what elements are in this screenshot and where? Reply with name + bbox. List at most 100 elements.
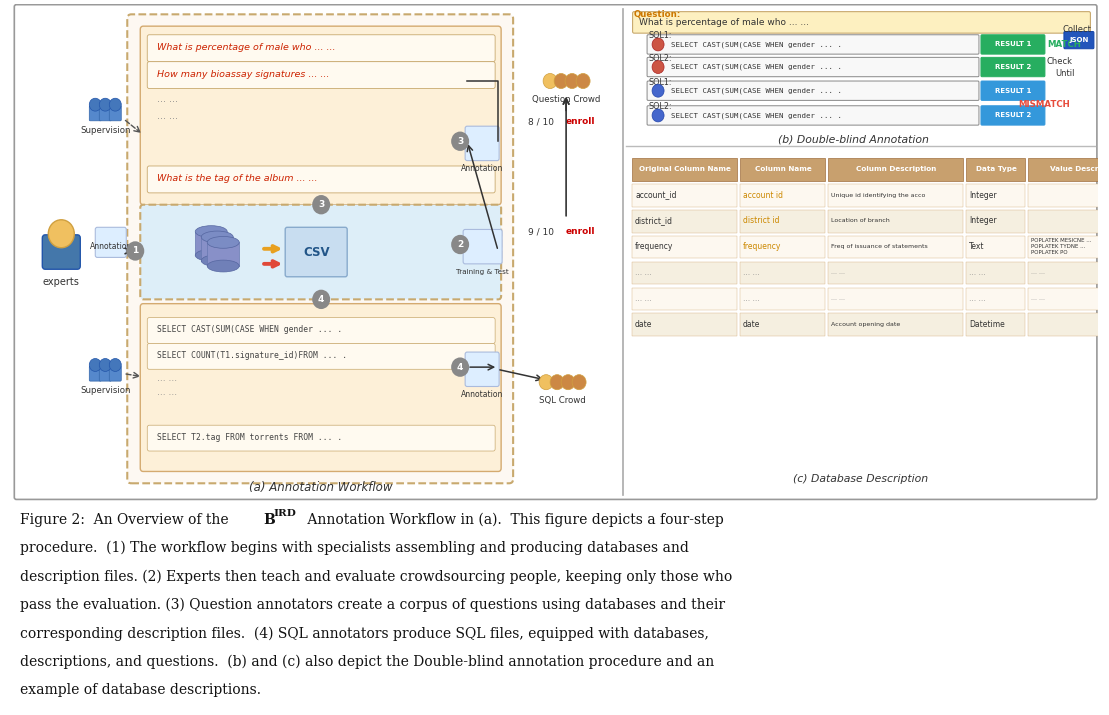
Text: JSON: JSON — [1069, 37, 1089, 43]
Text: 9 / 10: 9 / 10 — [528, 227, 554, 236]
Text: description files. (2) Experts then teach and evaluate crowdsourcing people, kee: description files. (2) Experts then teac… — [20, 569, 732, 584]
FancyBboxPatch shape — [140, 204, 501, 300]
Text: ... ...: ... ... — [1031, 270, 1045, 275]
FancyBboxPatch shape — [110, 106, 121, 121]
Text: date: date — [635, 320, 652, 329]
Circle shape — [550, 375, 564, 390]
Text: Training & Test: Training & Test — [456, 270, 509, 275]
Text: frequency: frequency — [635, 242, 673, 251]
FancyBboxPatch shape — [981, 35, 1045, 54]
Text: SELECT CAST(SUM(CASE WHEN gender ... .: SELECT CAST(SUM(CASE WHEN gender ... . — [671, 112, 842, 119]
FancyBboxPatch shape — [140, 26, 501, 204]
FancyBboxPatch shape — [966, 184, 1025, 207]
Text: What is the tag of the album ... ...: What is the tag of the album ... ... — [157, 174, 318, 183]
FancyBboxPatch shape — [740, 313, 825, 336]
Text: account_id: account_id — [635, 190, 676, 199]
Text: SQL1:: SQL1: — [648, 31, 672, 40]
Text: ... ...: ... ... — [969, 294, 986, 302]
Circle shape — [652, 61, 664, 74]
Text: RESULT 2: RESULT 2 — [995, 112, 1031, 119]
FancyBboxPatch shape — [465, 352, 499, 387]
Text: Question Crowd: Question Crowd — [532, 95, 600, 104]
Text: ... ...: ... ... — [157, 95, 179, 104]
Ellipse shape — [207, 237, 240, 248]
Text: SELECT T2.tag FROM torrents FROM ... .: SELECT T2.tag FROM torrents FROM ... . — [157, 433, 343, 442]
Text: 4: 4 — [318, 295, 325, 304]
FancyBboxPatch shape — [647, 57, 979, 77]
Text: RESULT 2: RESULT 2 — [995, 64, 1031, 70]
Text: frequency: frequency — [743, 242, 782, 251]
Text: Integer: Integer — [969, 217, 997, 225]
FancyBboxPatch shape — [647, 81, 979, 100]
FancyBboxPatch shape — [147, 166, 495, 193]
FancyBboxPatch shape — [966, 313, 1025, 336]
Circle shape — [100, 98, 111, 111]
Text: (a) Annotation Workflow: (a) Annotation Workflow — [250, 481, 393, 494]
Text: procedure.  (1) The workflow begins with specialists assembling and producing da: procedure. (1) The workflow begins with … — [20, 541, 689, 556]
FancyBboxPatch shape — [632, 262, 737, 285]
Text: B: B — [264, 513, 275, 526]
Circle shape — [110, 358, 121, 371]
Text: 3: 3 — [318, 200, 324, 209]
Text: SELECT COUNT(T1.signature_id)FROM ... .: SELECT COUNT(T1.signature_id)FROM ... . — [157, 351, 347, 360]
Text: 3: 3 — [457, 137, 464, 146]
Text: Column Name: Column Name — [754, 166, 812, 172]
Circle shape — [566, 74, 579, 89]
FancyBboxPatch shape — [828, 262, 963, 285]
Text: enroll: enroll — [566, 227, 596, 236]
FancyBboxPatch shape — [1028, 184, 1109, 207]
FancyBboxPatch shape — [632, 236, 737, 259]
Text: pass the evaluation. (3) Question annotators create a corpus of questions using : pass the evaluation. (3) Question annota… — [20, 598, 725, 612]
Text: 4: 4 — [457, 363, 464, 372]
FancyBboxPatch shape — [285, 227, 347, 277]
FancyBboxPatch shape — [90, 106, 101, 121]
Text: corresponding description files.  (4) SQL annotators produce SQL files, equipped: corresponding description files. (4) SQL… — [20, 626, 709, 641]
FancyBboxPatch shape — [147, 61, 495, 89]
Text: What is percentage of male who ... ...: What is percentage of male who ... ... — [157, 43, 336, 52]
Ellipse shape — [201, 255, 233, 267]
Text: Account opening date: Account opening date — [831, 322, 901, 327]
Text: Integer: Integer — [969, 190, 997, 199]
Text: Annotation: Annotation — [461, 164, 503, 173]
FancyBboxPatch shape — [828, 210, 963, 232]
FancyBboxPatch shape — [966, 159, 1025, 181]
Text: district_id: district_id — [635, 217, 673, 225]
Circle shape — [576, 74, 590, 89]
Text: ... ...: ... ... — [1031, 296, 1045, 301]
Text: Text: Text — [969, 242, 985, 251]
Text: SQL2:: SQL2: — [648, 54, 672, 63]
FancyBboxPatch shape — [740, 159, 825, 181]
Text: ... ...: ... ... — [743, 268, 760, 277]
Text: Datetime: Datetime — [969, 320, 1005, 329]
FancyBboxPatch shape — [1028, 287, 1109, 310]
Ellipse shape — [195, 226, 227, 237]
FancyBboxPatch shape — [632, 184, 737, 207]
Circle shape — [90, 98, 101, 111]
FancyBboxPatch shape — [632, 313, 737, 336]
FancyBboxPatch shape — [207, 242, 240, 266]
FancyBboxPatch shape — [147, 425, 495, 451]
Circle shape — [451, 358, 469, 377]
Text: ... ...: ... ... — [831, 270, 845, 275]
FancyBboxPatch shape — [828, 159, 963, 181]
FancyBboxPatch shape — [465, 126, 499, 161]
FancyBboxPatch shape — [1028, 236, 1109, 259]
Text: RESULT 1: RESULT 1 — [995, 88, 1031, 94]
Text: experts: experts — [43, 277, 80, 287]
FancyBboxPatch shape — [632, 159, 737, 181]
Text: POPLATEK TYDNE ...: POPLATEK TYDNE ... — [1031, 244, 1086, 249]
Text: Until: Until — [1055, 69, 1075, 78]
Text: district id: district id — [743, 217, 780, 225]
Text: POPLATEK MESICNE ...: POPLATEK MESICNE ... — [1031, 238, 1091, 243]
Text: Freq of issuance of statements: Freq of issuance of statements — [831, 244, 928, 249]
Text: (b) Double-blind Annotation: (b) Double-blind Annotation — [777, 134, 928, 144]
Text: ... ...: ... ... — [157, 112, 179, 121]
Circle shape — [451, 132, 469, 151]
Text: enroll: enroll — [566, 117, 596, 127]
Text: POPLATEK PO: POPLATEK PO — [1031, 250, 1068, 255]
FancyBboxPatch shape — [14, 5, 1097, 499]
Text: How many bioassay signatures ... ...: How many bioassay signatures ... ... — [157, 70, 329, 79]
FancyBboxPatch shape — [147, 35, 495, 61]
Text: Check: Check — [1047, 57, 1072, 66]
Text: descriptions, and questions.  (b) and (c) also depict the Double-blind annotatio: descriptions, and questions. (b) and (c)… — [20, 655, 714, 669]
